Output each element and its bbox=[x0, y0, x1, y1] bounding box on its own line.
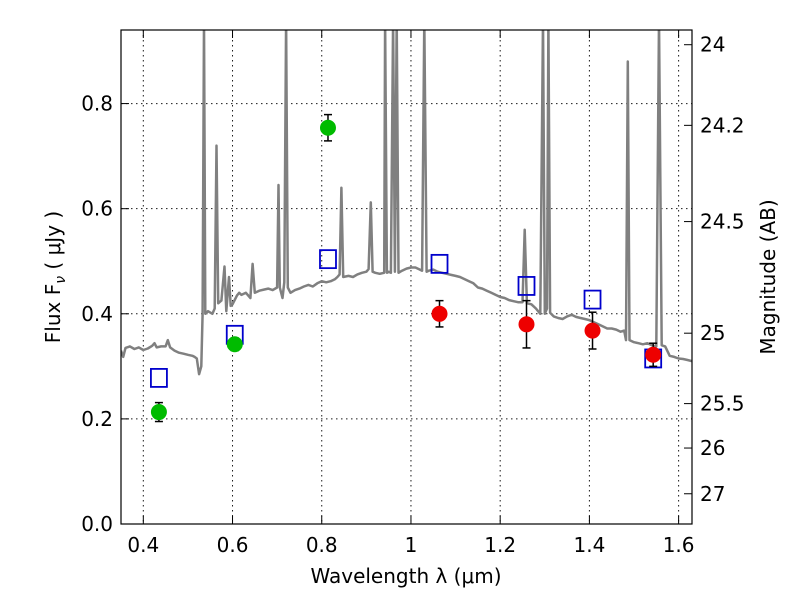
model-photometry-square bbox=[430, 253, 449, 274]
green-data-point bbox=[319, 119, 336, 136]
right-y-tick-label: 24 bbox=[700, 33, 725, 57]
tick-labels: 0.4 0.6 0.8 1 1.2 1.4 1.6 0.0 0.2 0.4 0.6 0.8 24 24.2… bbox=[81, 33, 744, 557]
x-tick-label: 1 bbox=[405, 533, 418, 557]
red-data-point bbox=[645, 346, 662, 363]
right-y-tick-label: 26 bbox=[700, 436, 725, 460]
x-tick-label: 0.4 bbox=[127, 533, 159, 557]
model-photometry-square bbox=[583, 289, 602, 310]
x-tick-label: 1.6 bbox=[663, 533, 695, 557]
right-y-tick-label: 25 bbox=[700, 321, 725, 345]
x-tick-label: 1.2 bbox=[484, 533, 516, 557]
right-y-tick-label: 24.5 bbox=[700, 210, 745, 234]
model-spectrum-line bbox=[121, 30, 692, 376]
y-axis-label-unit: ( μJy ) bbox=[41, 211, 65, 276]
green-data-point bbox=[226, 336, 243, 353]
red-data-point bbox=[431, 305, 448, 322]
red-data-point bbox=[518, 316, 535, 333]
x-tick-label: 0.6 bbox=[217, 533, 249, 557]
model-photometry-square bbox=[319, 249, 337, 270]
x-tick-label: 1.4 bbox=[573, 533, 605, 557]
right-y-axis-label: Magnitude (AB) bbox=[756, 199, 780, 354]
y-tick-label: 0.6 bbox=[81, 197, 113, 221]
axis-ticks bbox=[121, 30, 692, 525]
y-tick-label: 0.0 bbox=[81, 512, 113, 536]
right-y-tick-label: 24.2 bbox=[700, 113, 745, 137]
right-y-tick-label: 25.5 bbox=[700, 392, 745, 416]
y-axis-label: Flux Fν ( μJy ) bbox=[41, 211, 69, 343]
y-tick-label: 0.8 bbox=[81, 92, 113, 116]
green-data-point bbox=[150, 404, 167, 421]
plot-frame bbox=[120, 29, 693, 525]
model-photometry-square bbox=[517, 276, 536, 296]
y-axis-label-subscript: ν bbox=[53, 276, 69, 284]
x-axis-label: Wavelength λ (μm) bbox=[310, 564, 501, 588]
y-tick-label: 0.2 bbox=[81, 407, 113, 431]
y-tick-label: 0.4 bbox=[81, 302, 113, 326]
red-data-point bbox=[584, 322, 601, 339]
right-y-tick-label: 27 bbox=[700, 482, 725, 506]
plot-area bbox=[121, 30, 692, 423]
y-axis-label-text: Flux F bbox=[41, 284, 65, 343]
markers bbox=[150, 113, 663, 423]
model-photometry-square bbox=[150, 368, 168, 388]
x-tick-label: 0.8 bbox=[306, 533, 338, 557]
